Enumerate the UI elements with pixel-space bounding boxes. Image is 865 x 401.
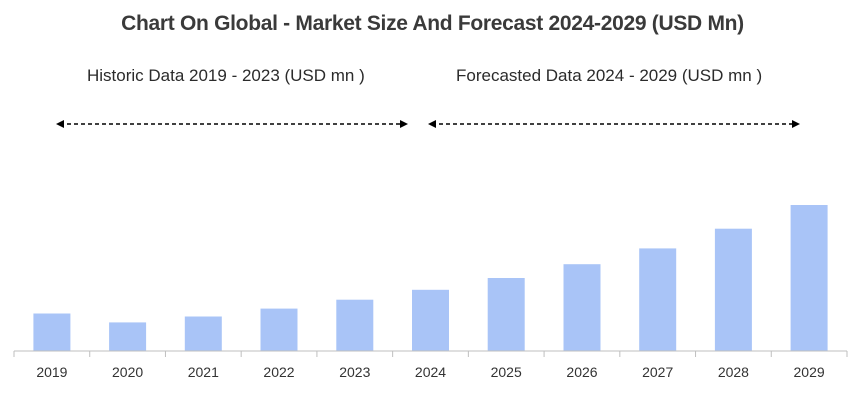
x-tick-label-2024: 2024 bbox=[415, 364, 446, 380]
bar-2026 bbox=[563, 264, 601, 351]
bar-2028 bbox=[714, 228, 752, 351]
chart-title: Chart On Global - Market Size And Foreca… bbox=[121, 12, 744, 35]
x-tick-label-2022: 2022 bbox=[263, 364, 294, 380]
x-tick-label-2026: 2026 bbox=[566, 364, 597, 380]
x-tick-label-2029: 2029 bbox=[794, 364, 825, 380]
bar-2019 bbox=[33, 313, 71, 351]
bar-2025 bbox=[487, 278, 525, 351]
x-tick-label-2023: 2023 bbox=[339, 364, 370, 380]
bar-2022 bbox=[260, 308, 298, 351]
x-tick-label-2021: 2021 bbox=[188, 364, 219, 380]
x-tick-label-2027: 2027 bbox=[642, 364, 673, 380]
x-tick-label-2019: 2019 bbox=[36, 364, 67, 380]
forecast-range-label: Forecasted Data 2024 - 2029 (USD mn ) bbox=[456, 66, 763, 85]
bar-2029 bbox=[790, 205, 828, 351]
x-tick-label-2025: 2025 bbox=[491, 364, 522, 380]
bar-2021 bbox=[184, 316, 222, 351]
x-tick-label-2028: 2028 bbox=[718, 364, 749, 380]
bar-2023 bbox=[336, 299, 374, 351]
bar-2027 bbox=[639, 248, 677, 351]
historic-range-label: Historic Data 2019 - 2023 (USD mn ) bbox=[87, 66, 365, 85]
bar-2020 bbox=[109, 322, 147, 351]
x-tick-label-2020: 2020 bbox=[112, 364, 143, 380]
bar-2024 bbox=[412, 289, 449, 351]
